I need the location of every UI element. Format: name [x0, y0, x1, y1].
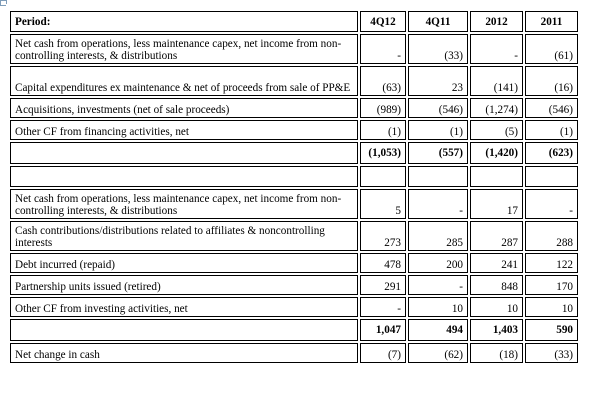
cell-4q11: (33): [408, 34, 468, 64]
cell-2012: (18): [470, 343, 523, 363]
cell-2012: (5): [470, 120, 523, 140]
cell-2011: -: [525, 189, 578, 219]
period-label: Period:: [10, 11, 358, 32]
document-area: [6, 4, 606, 404]
row-label: Debt incurred (repaid): [10, 253, 358, 273]
cell-2011: 170: [525, 275, 578, 295]
cell-2012: 1,403: [470, 319, 523, 341]
table-row: Debt incurred (repaid) 478 200 241 122: [10, 253, 578, 273]
cell-4q12: (7): [360, 343, 406, 363]
table-row: Partnership units issued (retired) 291 -…: [10, 275, 578, 295]
cell-2012: (1,420): [470, 142, 523, 164]
cell-2012: (1,274): [470, 98, 523, 118]
spacer-row: [10, 166, 578, 187]
cell-2011: 122: [525, 253, 578, 273]
row-label: Cash contributions/distributions related…: [10, 221, 358, 251]
col-header-2011: 2011: [525, 11, 578, 32]
row-label: Capital expenditures ex maintenance & ne…: [10, 66, 358, 96]
cell-2012: 848: [470, 275, 523, 295]
header-row: Period: 4Q12 4Q11 2012 2011: [10, 11, 578, 32]
cell-2011: 288: [525, 221, 578, 251]
cell-2012: [470, 166, 523, 187]
cell-4q12: 273: [360, 221, 406, 251]
cell-2011: [525, 166, 578, 187]
table-row: Other CF from investing activities, net …: [10, 297, 578, 317]
cell-4q12: -: [360, 297, 406, 317]
table-row: Cash contributions/distributions related…: [10, 221, 578, 251]
cell-4q11: (1): [408, 120, 468, 140]
row-label: Net cash from operations, less maintenan…: [10, 34, 358, 64]
row-label: Acquisitions, investments (net of sale p…: [10, 98, 358, 118]
row-label: Other CF from investing activities, net: [10, 297, 358, 317]
col-header-4q11: 4Q11: [408, 11, 468, 32]
cell-2011: 10: [525, 297, 578, 317]
cell-4q12: (989): [360, 98, 406, 118]
cell-2012: 17: [470, 189, 523, 219]
table-row: Acquisitions, investments (net of sale p…: [10, 98, 578, 118]
cell-2011: (1): [525, 120, 578, 140]
cell-4q12: (63): [360, 66, 406, 96]
cell-2012: 10: [470, 297, 523, 317]
table-row: Net cash from operations, less maintenan…: [10, 189, 578, 219]
cell-2011: (623): [525, 142, 578, 164]
row-label: Other CF from financing activities, net: [10, 120, 358, 140]
row-label: [10, 142, 358, 164]
cell-4q11: -: [408, 275, 468, 295]
row-label: [10, 319, 358, 341]
cell-4q12: (1): [360, 120, 406, 140]
table-row: Capital expenditures ex maintenance & ne…: [10, 66, 578, 96]
cell-2011: (61): [525, 34, 578, 64]
cell-4q11: (557): [408, 142, 468, 164]
cell-2011: 590: [525, 319, 578, 341]
cell-4q11: 285: [408, 221, 468, 251]
cell-4q12: 291: [360, 275, 406, 295]
cell-4q11: 23: [408, 66, 468, 96]
cell-4q11: 10: [408, 297, 468, 317]
cell-4q11: (546): [408, 98, 468, 118]
table-row: Net change in cash (7) (62) (18) (33): [10, 343, 578, 363]
cell-4q11: 494: [408, 319, 468, 341]
cell-4q11: (62): [408, 343, 468, 363]
cell-2011: (33): [525, 343, 578, 363]
col-header-4q12: 4Q12: [360, 11, 406, 32]
cell-4q11: [408, 166, 468, 187]
window-corner-marker: [0, 0, 7, 6]
table-row: Net cash from operations, less maintenan…: [10, 34, 578, 64]
cell-2012: 287: [470, 221, 523, 251]
cell-4q12: -: [360, 34, 406, 64]
cell-2012: 241: [470, 253, 523, 273]
cell-4q12: 478: [360, 253, 406, 273]
table-row: Other CF from financing activities, net …: [10, 120, 578, 140]
cell-4q12: [360, 166, 406, 187]
cell-4q12: 1,047: [360, 319, 406, 341]
col-header-2012: 2012: [470, 11, 523, 32]
cash-flow-table: Period: 4Q12 4Q11 2012 2011 Net cash fro…: [8, 9, 580, 365]
row-label: Partnership units issued (retired): [10, 275, 358, 295]
cell-2011: (16): [525, 66, 578, 96]
subtotal-row: 1,047 494 1,403 590: [10, 319, 578, 341]
cell-2012: -: [470, 34, 523, 64]
cell-4q11: 200: [408, 253, 468, 273]
row-label: [10, 166, 358, 187]
cell-2012: (141): [470, 66, 523, 96]
cell-4q11: -: [408, 189, 468, 219]
cell-4q12: (1,053): [360, 142, 406, 164]
row-label: Net change in cash: [10, 343, 358, 363]
cell-4q12: 5: [360, 189, 406, 219]
cell-2011: (546): [525, 98, 578, 118]
subtotal-row: (1,053) (557) (1,420) (623): [10, 142, 578, 164]
row-label: Net cash from operations, less maintenan…: [10, 189, 358, 219]
